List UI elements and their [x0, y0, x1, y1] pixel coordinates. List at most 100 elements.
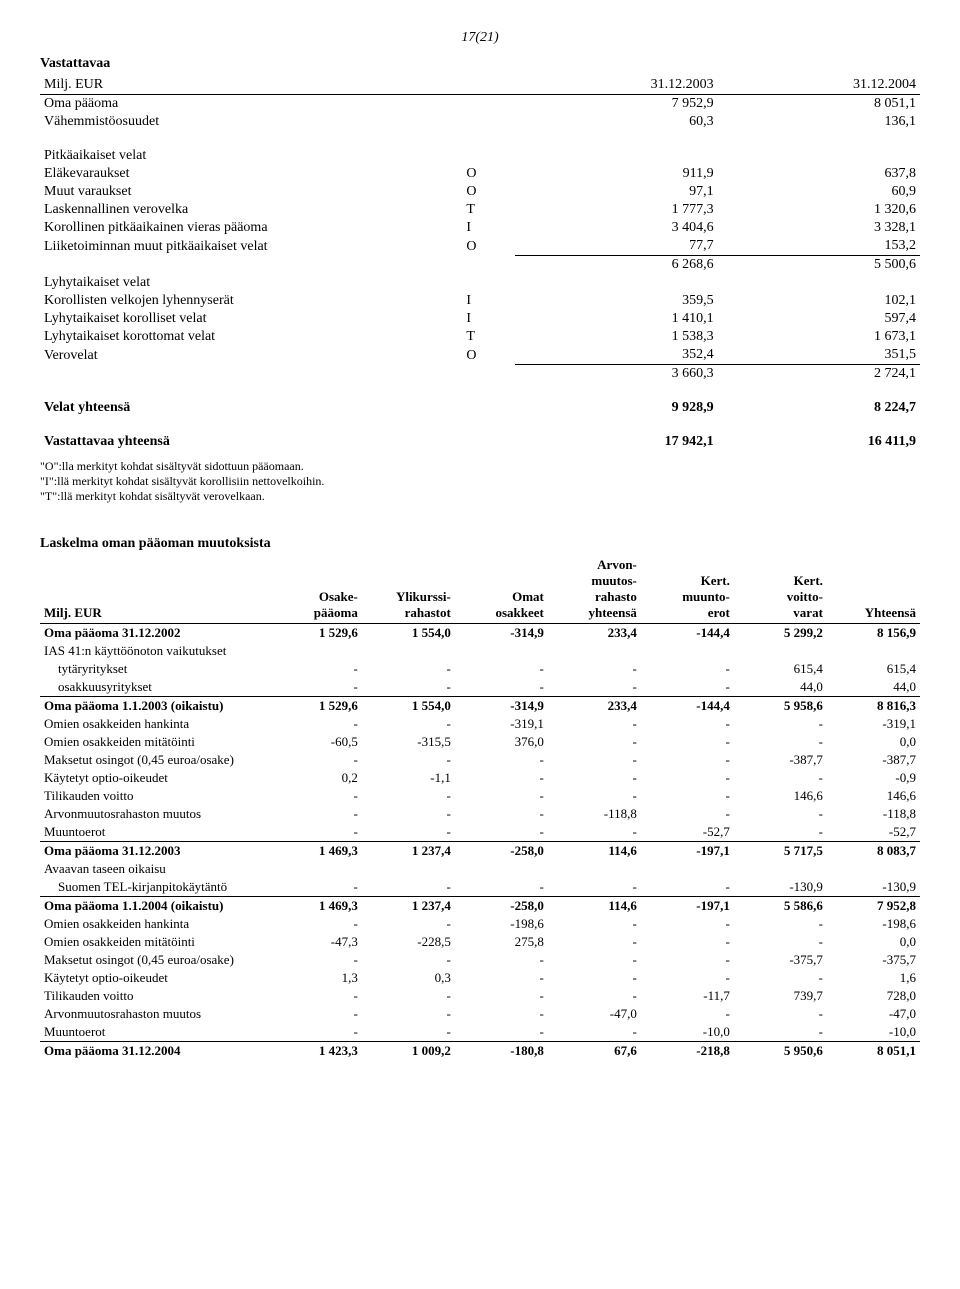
equity-cell: 728,0: [827, 987, 920, 1005]
equity-row-label: Tilikauden voitto: [40, 787, 269, 805]
equity-row-label: Omien osakkeiden mitätöinti: [40, 733, 269, 751]
row-tag: I: [462, 292, 515, 310]
equity-row-label: Omien osakkeiden hankinta: [40, 915, 269, 933]
row-val2: 16 411,9: [718, 433, 920, 451]
equity-row-label: Käytetyt optio-oikeudet: [40, 769, 269, 787]
equity-cell: 44,0: [734, 678, 827, 697]
row-val1: 60,3: [515, 113, 717, 131]
equity-cell: 5 717,5: [734, 842, 827, 861]
equity-cell: -: [734, 1023, 827, 1042]
row-val2: 153,2: [718, 237, 920, 256]
equity-row-label: Suomen TEL-kirjanpitokäytäntö: [40, 878, 269, 897]
equity-table: Milj. EUROsake-pääomaYlikurssi-rahastotO…: [40, 556, 920, 1060]
equity-row-label: tytäryritykset: [40, 660, 269, 678]
equity-cell: -387,7: [827, 751, 920, 769]
equity-cell: -315,5: [362, 733, 455, 751]
equity-cell: -: [641, 769, 734, 787]
equity-cell: -: [362, 787, 455, 805]
equity-cell: -: [455, 660, 548, 678]
equity-cell: -198,6: [455, 915, 548, 933]
equity-cell: [641, 642, 734, 660]
row-tag: O: [462, 183, 515, 201]
equity-cell: -: [455, 1005, 548, 1023]
row-val2: [718, 147, 920, 165]
equity-cell: -: [269, 951, 362, 969]
equity-cell: -: [455, 787, 548, 805]
row-val2: 60,9: [718, 183, 920, 201]
equity-cell: [734, 642, 827, 660]
footnotes: "O":lla merkityt kohdat sisältyvät sidot…: [40, 459, 920, 504]
equity-cell: 5 586,6: [734, 897, 827, 916]
equity-cell: 739,7: [734, 987, 827, 1005]
equity-cell: -: [269, 1005, 362, 1023]
equity-row-label: Käytetyt optio-oikeudet: [40, 969, 269, 987]
row-label: Lyhytaikaiset korolliset velat: [40, 310, 462, 328]
equity-row-label: Oma pääoma 31.12.2003: [40, 842, 269, 861]
equity-cell: -: [269, 805, 362, 823]
equity-col-header: Osake-pääoma: [269, 556, 362, 624]
equity-cell: -: [362, 878, 455, 897]
equity-cell: -: [548, 933, 641, 951]
equity-cell: -118,8: [827, 805, 920, 823]
row-val1: 1 777,3: [515, 201, 717, 219]
equity-cell: -: [548, 715, 641, 733]
equity-col-header: Kert.muunto-erot: [641, 556, 734, 624]
row-label: Verovelat: [40, 346, 462, 365]
equity-cell: -: [455, 987, 548, 1005]
equity-cell: -: [455, 823, 548, 842]
equity-cell: 1 009,2: [362, 1042, 455, 1061]
equity-row-label: Avaavan taseen oikaisu: [40, 860, 269, 878]
row-label: Vastattavaa yhteensä: [40, 433, 462, 451]
equity-cell: [455, 860, 548, 878]
equity-cell: 146,6: [734, 787, 827, 805]
equity-cell: [455, 642, 548, 660]
equity-row-label: Maksetut osingot (0,45 euroa/osake): [40, 751, 269, 769]
row-val1: 911,9: [515, 165, 717, 183]
equity-cell: -: [548, 951, 641, 969]
equity-cell: -: [641, 915, 734, 933]
equity-cell: -: [548, 733, 641, 751]
equity-cell: 1 237,4: [362, 842, 455, 861]
equity-cell: -: [362, 715, 455, 733]
equity-cell: -: [548, 751, 641, 769]
row-tag: [462, 113, 515, 131]
row-val1: 17 942,1: [515, 433, 717, 451]
equity-cell: [641, 860, 734, 878]
equity-row-label: Arvonmuutosrahaston muutos: [40, 1005, 269, 1023]
equity-cell: 8 083,7: [827, 842, 920, 861]
equity-cell: 1,3: [269, 969, 362, 987]
equity-cell: -: [548, 915, 641, 933]
equity-row-label: Maksetut osingot (0,45 euroa/osake): [40, 951, 269, 969]
equity-cell: -180,8: [455, 1042, 548, 1061]
equity-cell: -: [734, 1005, 827, 1023]
equity-cell: 376,0: [455, 733, 548, 751]
balance-table: Milj. EUR 31.12.2003 31.12.2004 Oma pääo…: [40, 76, 920, 451]
row-val2: 2 724,1: [718, 365, 920, 384]
row-val2: 3 328,1: [718, 219, 920, 237]
equity-cell: -130,9: [734, 878, 827, 897]
equity-cell: -: [641, 1005, 734, 1023]
equity-cell: -: [548, 769, 641, 787]
row-tag: O: [462, 165, 515, 183]
row-tag: [462, 365, 515, 384]
row-val2: 637,8: [718, 165, 920, 183]
equity-cell: -: [455, 969, 548, 987]
equity-section: Laskelma oman pääoman muutoksista Milj. …: [40, 536, 920, 1060]
equity-cell: -130,9: [827, 878, 920, 897]
equity-cell: -: [641, 805, 734, 823]
equity-cell: 0,0: [827, 733, 920, 751]
equity-cell: 0,0: [827, 933, 920, 951]
row-tag: O: [462, 346, 515, 365]
equity-cell: 0,2: [269, 769, 362, 787]
footnote-line: "I":llä merkityt kohdat sisältyvät korol…: [40, 474, 920, 489]
row-tag: [462, 433, 515, 451]
equity-col-header: Kert.voitto-varat: [734, 556, 827, 624]
equity-cell: -387,7: [734, 751, 827, 769]
equity-cell: -: [362, 660, 455, 678]
equity-cell: 615,4: [734, 660, 827, 678]
equity-cell: -: [362, 951, 455, 969]
equity-cell: 233,4: [548, 624, 641, 643]
row-val1: 97,1: [515, 183, 717, 201]
equity-cell: [362, 642, 455, 660]
equity-cell: -: [641, 733, 734, 751]
